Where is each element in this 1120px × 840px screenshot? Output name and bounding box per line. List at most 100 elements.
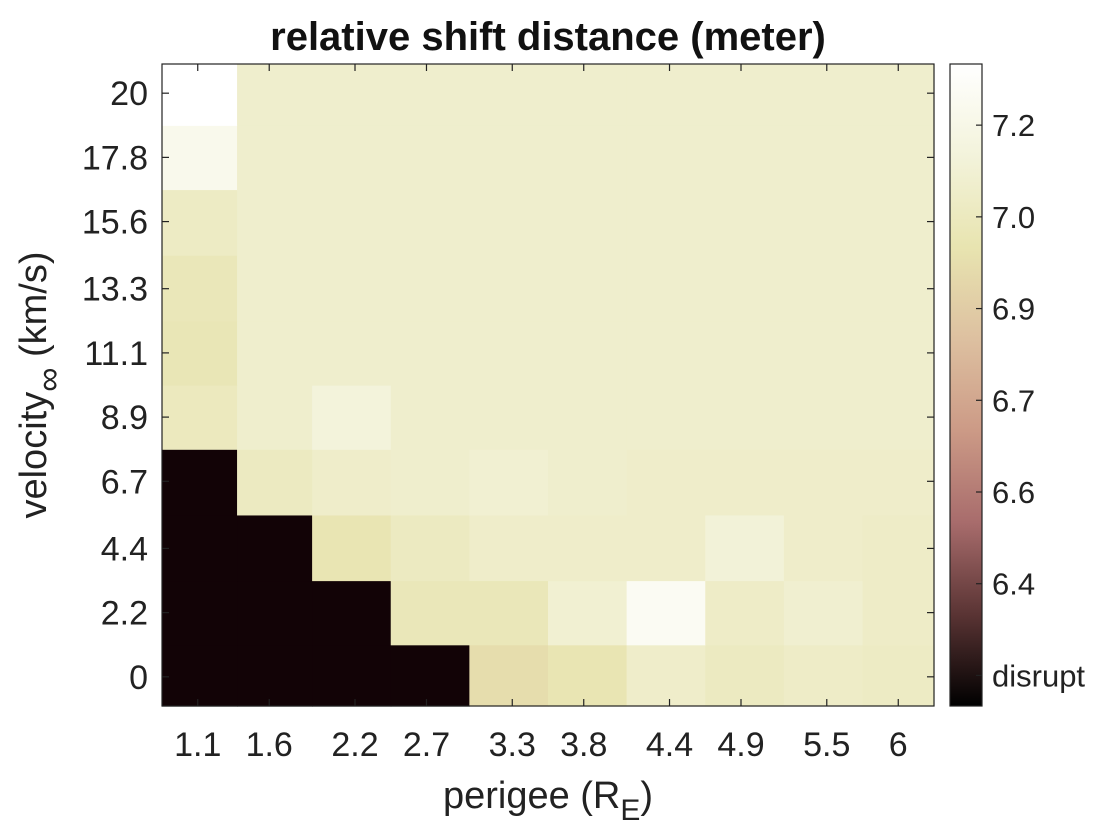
heatmap-cell-r4-c5: [548, 385, 628, 450]
y-tick-label: 8.9: [101, 399, 148, 437]
x-axis-label-tail: ): [640, 775, 653, 817]
heatmap-cell-r0-c8: [783, 644, 864, 707]
heatmap-cell-r5-c8: [783, 320, 864, 386]
heatmap-cell-r0-c7: [705, 644, 785, 707]
heatmap-cell-r3-c6: [626, 449, 706, 516]
heatmap-cell-r4-c9: [862, 385, 935, 450]
y-axis-label-subscript: ∞: [30, 368, 68, 392]
heatmap-cell-r3-c3: [390, 449, 470, 516]
colorbar-tick-label: disrupt: [992, 658, 1085, 693]
heatmap-cell-r8-c9: [862, 125, 935, 191]
heatmap-cell-r6-c9: [862, 255, 935, 322]
heatmap-cell-r2-c8: [783, 514, 864, 582]
heatmap-cell-r4-c2: [312, 385, 392, 450]
y-axis-label: velocity∞ (km/s): [13, 251, 68, 518]
heatmap-cell-r9-c7: [705, 64, 785, 126]
y-tick-label: 2.2: [101, 595, 148, 633]
heatmap-cell-r6-c6: [626, 255, 706, 322]
y-tick-label: 6.7: [101, 463, 148, 501]
heatmap-cell-r1-c3: [390, 580, 470, 646]
heatmap-cell-r4-c8: [783, 385, 864, 450]
heatmap-cell-r7-c5: [548, 189, 628, 256]
heatmap-cell-r0-c9: [862, 644, 935, 707]
heatmap-cell-r1-c8: [783, 580, 864, 646]
heatmap-cell-r3-c7: [705, 449, 785, 516]
heatmap-cell-r3-c4: [469, 449, 549, 516]
heatmap-cell-r2-c2: [312, 514, 392, 582]
colorbar-tick-label: 7.2: [992, 108, 1035, 143]
heatmap-cell-r4-c6: [626, 385, 706, 450]
x-tick-label: 1.6: [246, 726, 293, 764]
heatmap-cell-r3-c8: [783, 449, 864, 516]
plot-frame: [161, 63, 935, 707]
heatmap-cell-r8-c6: [626, 125, 706, 191]
heatmap-cell-r8-c4: [469, 125, 549, 191]
heatmap-cell-r0-c0: [162, 644, 238, 707]
colorbar-tick-label: 6.6: [992, 475, 1035, 510]
heatmap-cell-r9-c2: [312, 64, 392, 126]
heatmap-cell-r9-c6: [626, 64, 706, 126]
heatmap-cell-r6-c3: [390, 255, 470, 322]
heatmap-cell-r7-c4: [469, 189, 549, 256]
x-tick-label: 1.1: [174, 726, 221, 764]
heatmap-cell-r6-c2: [312, 255, 392, 322]
heatmap-cell-r7-c2: [312, 189, 392, 256]
heatmap-cell-r7-c1: [237, 189, 313, 256]
heatmap-cell-r0-c5: [548, 644, 628, 707]
heatmap-cell-r5-c2: [312, 320, 392, 386]
heatmap-cell-r1-c2: [312, 580, 392, 646]
heatmap-cell-r1-c7: [705, 580, 785, 646]
heatmap-cell-r4-c7: [705, 385, 785, 450]
y-tick-label: 0: [129, 659, 148, 697]
x-tick-label: 4.4: [646, 726, 693, 764]
heatmap-cell-r7-c0: [162, 189, 238, 256]
heatmap-cell-r7-c7: [705, 189, 785, 256]
y-tick-label: 15.6: [82, 204, 148, 242]
heatmap-cell-r5-c7: [705, 320, 785, 386]
y-tick-label: 4.4: [101, 530, 148, 568]
heatmap-cell-r1-c0: [162, 580, 238, 646]
heatmap-cell-r7-c8: [783, 189, 864, 256]
heatmap-cell-r3-c2: [312, 449, 392, 516]
colorbar: [949, 63, 983, 707]
heatmap-cell-r9-c1: [237, 64, 313, 126]
heatmap-cell-r1-c6: [626, 580, 706, 646]
y-axis-label-base: velocity: [13, 392, 55, 519]
heatmap-cell-r8-c5: [548, 125, 628, 191]
x-tick-label: 2.2: [331, 726, 378, 764]
heatmap-cell-r8-c2: [312, 125, 392, 191]
heatmap-cell-r3-c0: [162, 449, 238, 516]
heatmap-cell-r0-c2: [312, 644, 392, 707]
x-axis-label-subscript: E: [620, 794, 640, 827]
heatmap-cell-r9-c4: [469, 64, 549, 126]
x-axis-label: perigee (RE): [443, 775, 653, 827]
heatmap-cell-r8-c0: [162, 125, 238, 191]
colorbar-tick-label: 6.9: [992, 292, 1035, 327]
heatmap-cell-r7-c3: [390, 189, 470, 256]
heatmap-cell-r2-c6: [626, 514, 706, 582]
heatmap-cell-r0-c3: [390, 644, 470, 707]
heatmap-cell-r4-c0: [162, 385, 238, 450]
heatmap-cell-r1-c4: [469, 580, 549, 646]
heatmap-cell-r6-c4: [469, 255, 549, 322]
heatmap-cell-r1-c1: [237, 580, 313, 646]
y-tick-label: 11.1: [84, 335, 148, 373]
heatmap-cell-r0-c1: [237, 644, 313, 707]
heatmap-cell-r8-c3: [390, 125, 470, 191]
heatmap-cell-r5-c6: [626, 320, 706, 386]
heatmap-cell-r4-c1: [237, 385, 313, 450]
heatmap-cell-r0-c4: [469, 644, 549, 707]
heatmap-cell-r0-c6: [626, 644, 706, 707]
heatmap-cell-r1-c5: [548, 580, 628, 646]
heatmap-cell-r8-c8: [783, 125, 864, 191]
x-tick-label: 2.7: [403, 726, 450, 764]
y-tick-label: 20: [110, 75, 148, 113]
heatmap-cell-r8-c1: [237, 125, 313, 191]
heatmap-cell-r2-c0: [162, 514, 238, 582]
y-axis: 0 2.2 4.4 6.7 8.9 11.1 13.3 15.6 17.8 20: [82, 75, 934, 697]
heatmap-cell-r1-c9: [862, 580, 935, 646]
x-tick-label: 4.9: [717, 726, 764, 764]
heatmap-cell-r8-c7: [705, 125, 785, 191]
x-axis: 1.1 1.6 2.2 2.7 3.3 3.8 4.4 4.9 5.5 6: [174, 64, 908, 764]
